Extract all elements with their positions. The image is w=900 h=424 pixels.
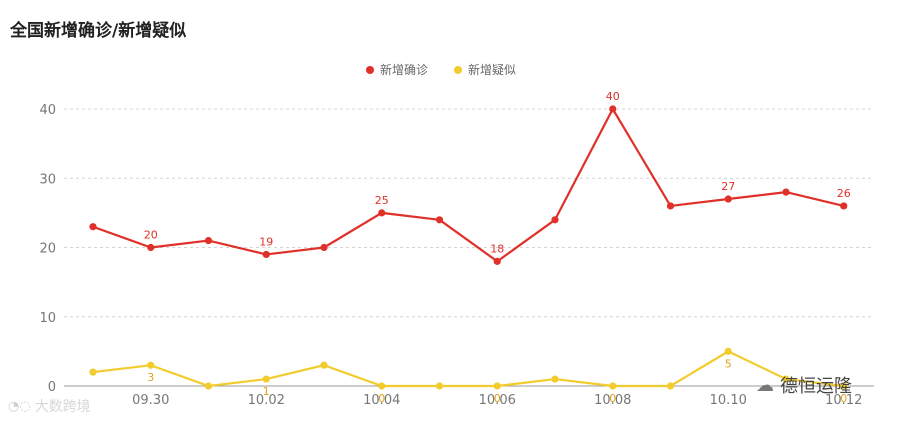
data-label-0-1: 20	[144, 229, 158, 242]
series-1-point-1	[147, 361, 155, 369]
data-label-0-11: 27	[721, 180, 735, 193]
y-tick-label-10: 10	[39, 311, 56, 326]
series-1-point-12	[782, 375, 790, 383]
series-0-point-3	[262, 250, 270, 259]
data-label-0-5: 25	[375, 194, 389, 207]
watermark-right-text: 德恒运隆	[780, 376, 852, 397]
series-1-point-7	[493, 382, 501, 390]
watermark-right: ☁ 德恒运隆	[756, 372, 852, 398]
x-tick-label-10.10: 10.10	[710, 393, 747, 408]
legend-dot-confirmed	[366, 65, 374, 74]
data-label-1-7: 0	[494, 392, 501, 405]
x-tick-label-10.06: 10.06	[479, 393, 516, 408]
data-label-0-7: 18	[490, 242, 504, 255]
series-0-point-7	[493, 257, 501, 265]
series-1-point-13	[840, 382, 848, 390]
series-0-point-5	[378, 209, 386, 217]
wechat-icon: ☁	[756, 374, 774, 396]
series-0-point-2	[204, 236, 213, 245]
data-label-1-1: 3	[147, 371, 154, 384]
x-tick-label-09.30: 09.30	[132, 393, 169, 408]
data-label-0-9: 40	[606, 90, 620, 103]
series-0-point-9	[609, 105, 617, 113]
legend-label-suspected: 新增疑似	[468, 63, 517, 77]
series-0-point-12	[782, 188, 790, 196]
series-0-point-8	[551, 216, 559, 224]
series-0-point-11	[724, 195, 732, 203]
legend-item-confirmed[interactable]: 新增确诊	[366, 61, 428, 78]
watermark-left-text: 大数跨境	[34, 399, 91, 415]
data-label-1-3: 1	[263, 385, 270, 398]
series-line-0	[92, 107, 845, 263]
series-0-point-1	[147, 243, 155, 252]
data-label-0-13: 26	[837, 187, 851, 200]
y-tick-label-30: 30	[39, 172, 56, 187]
series-1-point-2	[204, 382, 213, 390]
series-0-point-4	[320, 243, 328, 252]
legend: 新增确诊 新增疑似	[366, 61, 516, 78]
y-tick-label-0: 0	[48, 380, 56, 395]
x-tick-label-10.12: 10.12	[825, 393, 862, 408]
series-1-point-8	[551, 375, 559, 383]
series-1-point-0	[89, 368, 97, 376]
series-1-point-11	[724, 347, 732, 355]
x-tick-label-10.08: 10.08	[594, 393, 631, 408]
series-0-point-13	[840, 202, 848, 210]
data-label-1-5: 0	[378, 392, 385, 405]
series-line-1	[92, 350, 844, 388]
series-1-point-10	[666, 382, 675, 390]
series-1-point-5	[378, 382, 386, 390]
x-tick-label-10.02: 10.02	[248, 393, 285, 408]
data-label-1-9: 0	[609, 392, 616, 405]
data-label-1-11: 5	[725, 357, 732, 370]
series-1-point-4	[320, 361, 328, 369]
chart-title: 全国新增确诊/新增疑似	[10, 21, 187, 41]
data-label-1-13: 0	[840, 392, 847, 405]
data-label-0-3: 19	[259, 235, 273, 248]
series-0-point-0	[89, 223, 97, 231]
y-tick-label-20: 20	[39, 242, 56, 257]
series-1-point-6	[435, 382, 444, 390]
watermark-logo-icon: ◔◌	[8, 398, 31, 414]
y-tick-label-40: 40	[39, 103, 56, 118]
series-1-point-9	[609, 382, 617, 390]
series-0-point-6	[435, 216, 444, 224]
legend-item-suspected[interactable]: 新增疑似	[454, 61, 516, 78]
legend-dot-suspected	[454, 65, 463, 74]
watermark-left: ◔◌ 大数跨境	[8, 396, 91, 416]
x-tick-label-10.04: 10.04	[363, 393, 400, 408]
legend-label-confirmed: 新增确诊	[380, 63, 429, 77]
series-0-point-10	[666, 202, 675, 210]
series-1-point-3	[262, 375, 270, 383]
